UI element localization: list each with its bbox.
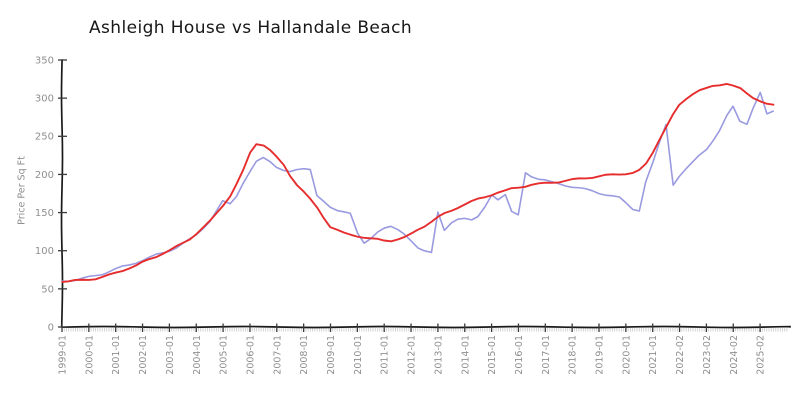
x-tick-label: 2000-01 [84,335,95,375]
x-tick-label: 2019-01 [595,335,606,375]
y-axis-label: Price Per Sq Ft [16,156,28,225]
chart-title: Ashleigh House vs Hallandale Beach [89,18,413,38]
x-tick-label: 2025-02 [756,335,767,375]
x-tick-label: 2014-01 [460,335,471,375]
x-axis-line [61,325,791,329]
x-tick-label: 2016-01 [514,335,525,375]
y-tick-label: 350 [35,55,54,66]
y-tick-label: 150 [35,208,54,219]
y-tick-label: 300 [35,94,54,105]
x-tick-label: 2024-02 [729,335,740,375]
x-tick-label: 2006-01 [245,335,256,375]
series-line-hallandale-beach [61,83,775,283]
x-tick-label: 2012-01 [407,335,418,375]
x-tick-label: 2005-01 [219,335,230,375]
y-tick-label: 50 [41,284,54,295]
x-tick-label: 2007-01 [272,335,283,375]
x-tick-label: 2013-01 [433,335,444,375]
x-tick-label: 2015-01 [487,335,498,375]
x-tick-label: 2009-01 [326,335,337,375]
x-tick-label: 2003-01 [165,335,176,375]
x-tick-label: 2011-01 [380,335,391,375]
x-tick-label: 2001-01 [111,335,122,375]
x-tick-label: 2020-01 [621,335,632,375]
x-tick-label: 2008-01 [299,335,310,375]
x-tick-label: 2018-01 [568,335,579,375]
x-tick-label: 2017-01 [541,335,552,375]
x-tick-label: 2004-01 [192,335,203,375]
x-tick-label: 2010-01 [353,335,364,375]
y-tick-label: 250 [35,132,54,143]
x-tick-label: 2023-02 [702,335,713,375]
x-tick-label: 2021-01 [648,335,659,375]
y-axis-line [60,59,64,328]
x-tick-label: 1999-01 [58,335,69,375]
series-line-ashleigh-house [61,91,774,283]
y-tick-label: 0 [48,322,54,333]
y-tick-label: 200 [35,170,54,181]
y-tick-label: 100 [35,246,54,257]
x-tick-label: 2002-01 [138,335,149,375]
x-tick-label: 2022-02 [675,335,686,375]
